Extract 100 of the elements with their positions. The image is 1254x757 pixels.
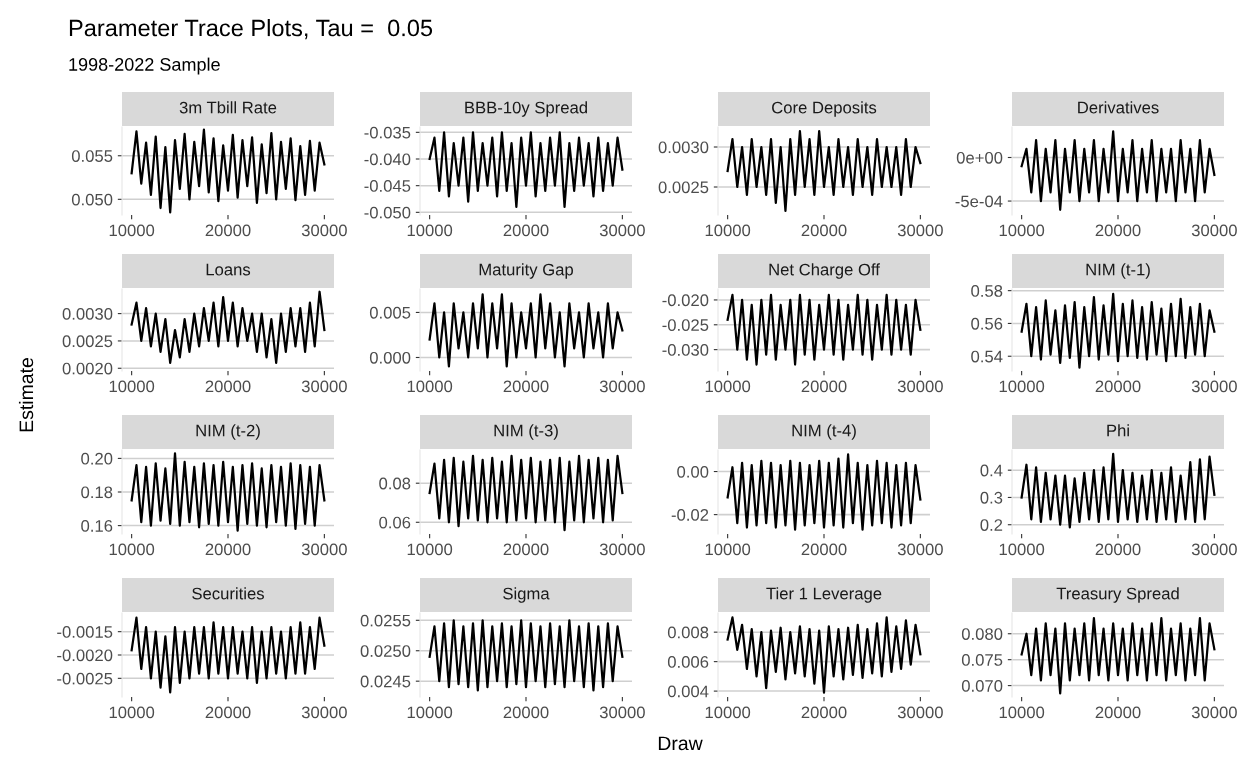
x-tick-label: 20000	[801, 706, 847, 719]
x-tick-label: 30000	[1191, 543, 1237, 556]
chart-title: Loans	[206, 263, 251, 276]
y-tick-label: -0.02	[671, 509, 709, 521]
chart-title: Net Charge Off	[769, 263, 880, 279]
line-series	[130, 616, 326, 694]
text: Draw	[658, 736, 703, 751]
y-tick-label: 0.006	[667, 656, 709, 668]
y-tick-label: -0.0025	[57, 672, 113, 685]
chart-title: Treasury Spread	[1056, 587, 1179, 603]
line-series	[428, 131, 624, 209]
x-tick-label: 20000	[1095, 706, 1141, 719]
chart-title: Sigma	[503, 587, 550, 603]
y-tick-label: -5e-04	[955, 195, 1003, 208]
line-series	[1020, 452, 1216, 529]
line-series	[726, 293, 922, 366]
text: 1998-2022 Sample	[69, 57, 220, 75]
x-tick-label: 10000	[705, 706, 751, 719]
x-tick-label: 10000	[705, 380, 751, 393]
y-tick-label: 0.075	[961, 654, 1003, 666]
x-tick-label: 20000	[801, 380, 847, 393]
x-tick-label: 10000	[705, 224, 751, 237]
line-series	[130, 452, 326, 532]
y-tick-label: -0.0020	[57, 649, 113, 662]
x-tick-label: 10000	[407, 380, 453, 393]
x-tick-label: 10000	[999, 224, 1045, 237]
y-tick-label: 0.3	[980, 491, 1003, 504]
x-tick-label: 30000	[599, 380, 645, 393]
y-tick-label: -0.045	[364, 180, 411, 192]
y-tick-label: 0.56	[971, 317, 1003, 330]
line-series	[130, 128, 326, 214]
line-series	[1020, 617, 1216, 695]
x-tick-label: 30000	[599, 706, 645, 719]
y-tick-label: 0.005	[369, 306, 411, 319]
chart-title: Phi	[1107, 424, 1129, 437]
x-tick-label: 30000	[599, 224, 645, 237]
y-tick-label: -0.030	[662, 344, 709, 356]
x-tick-label: 30000	[301, 224, 347, 237]
x-tick-label: 10000	[999, 706, 1045, 719]
line-series	[428, 619, 624, 692]
text: Parameter Trace Plots, Tau = 0.05	[69, 19, 433, 40]
x-tick-label: 20000	[801, 224, 847, 237]
y-tick-label: 0.0250	[360, 645, 411, 657]
x-tick-label: 30000	[897, 380, 943, 393]
x-tick-label: 10000	[407, 706, 453, 719]
x-tick-label: 30000	[301, 706, 347, 719]
x-tick-label: 30000	[897, 224, 943, 237]
x-tick-label: 30000	[1191, 224, 1237, 237]
chart-title: NIM (t-2)	[196, 424, 260, 440]
x-tick-label: 30000	[897, 543, 943, 556]
x-tick-label: 30000	[897, 706, 943, 719]
y-tick-label: 0.0025	[658, 181, 709, 194]
line-series	[1020, 292, 1216, 369]
chart-title: Core Deposits	[772, 101, 877, 117]
line-series	[726, 453, 922, 531]
x-tick-label: 10000	[109, 706, 155, 719]
x-tick-label: 10000	[999, 380, 1045, 393]
x-tick-label: 10000	[999, 543, 1045, 556]
y-tick-label: 0.0025	[62, 335, 113, 348]
x-tick-label: 30000	[599, 543, 645, 556]
y-tick-label: 0.16	[81, 520, 113, 532]
y-tick-label: 0.18	[81, 486, 113, 499]
y-tick-label: -0.035	[364, 126, 411, 139]
x-tick-label: 20000	[1095, 543, 1141, 556]
x-tick-label: 30000	[1191, 706, 1237, 719]
y-tick-label: 0.54	[971, 350, 1003, 363]
y-tick-label: 0.070	[961, 679, 1003, 692]
x-tick-label: 30000	[301, 543, 347, 556]
x-tick-label: 20000	[205, 543, 251, 556]
y-tick-label: 0.08	[379, 477, 411, 490]
x-tick-label: 20000	[503, 706, 549, 719]
y-tick-label: 0.2	[980, 519, 1003, 531]
y-tick-label: 0.0020	[62, 362, 113, 375]
chart-title: NIM (t-4)	[792, 424, 856, 440]
y-tick-label: -0.020	[662, 294, 709, 307]
chart-title: Tier 1 Leverage	[766, 587, 882, 603]
x-tick-label: 20000	[205, 706, 251, 719]
x-tick-label: 10000	[705, 543, 751, 556]
chart-title: NIM (t-1)	[1086, 263, 1150, 279]
y-tick-label: 0.0245	[360, 675, 411, 688]
y-tick-label: -0.025	[662, 319, 709, 331]
chart-title: 3m Tbill Rate	[179, 101, 277, 114]
chart-title: NIM (t-3)	[494, 424, 558, 440]
y-tick-label: -0.050	[364, 206, 411, 219]
y-tick-label: 0.080	[961, 628, 1003, 640]
chart-title: Derivatives	[1078, 101, 1159, 114]
y-tick-label: 0.20	[81, 452, 113, 465]
y-tick-label: 0.050	[71, 193, 113, 206]
y-tick-label: -0.0015	[57, 626, 113, 638]
x-tick-label: 20000	[503, 380, 549, 393]
x-tick-label: 10000	[109, 543, 155, 556]
y-tick-label: 0.0030	[62, 308, 113, 320]
y-tick-label: 0.00	[677, 465, 709, 478]
x-tick-label: 20000	[1095, 380, 1141, 393]
x-tick-label: 20000	[801, 543, 847, 556]
x-tick-label: 10000	[109, 224, 155, 237]
chart-title: Securities	[192, 587, 264, 600]
line-series	[428, 293, 624, 368]
chart-title: Maturity Gap	[479, 263, 574, 279]
line-series	[726, 129, 922, 213]
